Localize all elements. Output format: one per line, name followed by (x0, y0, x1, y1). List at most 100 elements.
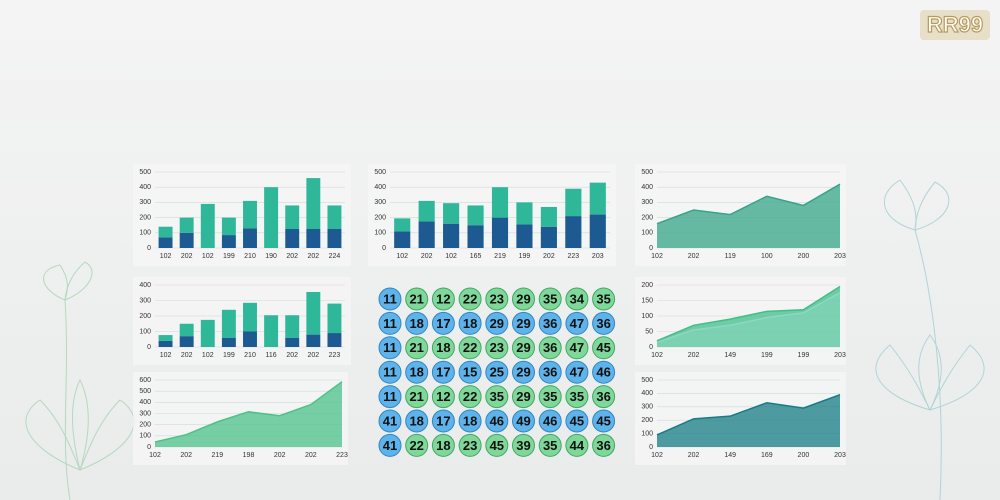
x-tick-label: 202 (421, 253, 433, 260)
line (656, 285, 841, 342)
y-tick-label: 200 (641, 417, 653, 424)
bar-segment (467, 205, 484, 226)
number-ball (592, 360, 616, 384)
number-ball (431, 287, 455, 311)
number-label: 18 (463, 413, 477, 428)
x-tick-label: 223 (567, 253, 579, 260)
x-tick-label: 202 (543, 253, 555, 260)
number-ball (378, 311, 402, 335)
y-tick-label: 400 (374, 184, 386, 191)
bar-segment (243, 331, 257, 347)
y-tick-label: 500 (641, 169, 653, 176)
number-label: 11 (383, 316, 397, 331)
line (154, 381, 343, 443)
number-ball (431, 360, 455, 384)
x-tick-label: 102 (651, 352, 663, 359)
bar-segment (565, 188, 582, 217)
x-tick-label: 210 (244, 253, 256, 260)
number-ball (485, 409, 509, 433)
bar-segment (200, 203, 215, 248)
bar-segment (418, 200, 435, 222)
y-tick-label: 0 (649, 344, 653, 351)
number-label: 41 (383, 438, 397, 453)
y-tick-label: 500 (641, 377, 653, 384)
number-label: 23 (490, 291, 504, 306)
x-tick-label: 224 (329, 253, 341, 260)
number-label: 21 (409, 291, 423, 306)
y-tick-label: 100 (139, 328, 151, 335)
number-ball (458, 409, 482, 433)
number-ball (458, 385, 482, 409)
number-label: 36 (543, 316, 557, 331)
y-tick-label: 200 (139, 313, 151, 320)
x-tick-label: 190 (265, 253, 277, 260)
bar-segment (158, 335, 173, 341)
bar-segment (443, 223, 460, 248)
x-tick-label: 102 (651, 452, 663, 459)
number-ball (485, 433, 509, 457)
number-label: 45 (596, 340, 610, 355)
number-ball (485, 311, 509, 335)
area (657, 184, 840, 248)
x-tick-label: 200 (798, 253, 810, 260)
number-label: 35 (596, 291, 610, 306)
number-ball (485, 360, 509, 384)
bar-segment (221, 235, 236, 248)
number-ball (405, 409, 429, 433)
x-tick-label: 198 (243, 452, 255, 459)
number-ball (512, 360, 535, 384)
number-ball (405, 311, 429, 335)
number-label: 35 (490, 389, 504, 404)
y-tick-label: 400 (139, 399, 151, 406)
number-ball (431, 409, 455, 433)
bar-segment (394, 218, 411, 232)
number-label: 45 (596, 413, 610, 428)
number-ball (512, 287, 535, 311)
bar-segment (243, 200, 257, 229)
number-label: 39 (516, 438, 530, 453)
bar-segment (306, 334, 321, 347)
number-label: 22 (463, 340, 477, 355)
number-ball (378, 336, 402, 360)
number-ball (565, 311, 589, 335)
bar-segment (179, 323, 194, 337)
number-ball (431, 311, 455, 335)
number-label: 11 (383, 389, 397, 404)
y-tick-label: 100 (641, 313, 653, 320)
bar-segment (285, 205, 300, 229)
number-label: 18 (436, 438, 450, 453)
number-label: 17 (436, 365, 450, 380)
number-label: 29 (490, 316, 504, 331)
logo: RR99 (927, 12, 983, 37)
number-label: 47 (570, 340, 584, 355)
bar-segment (491, 217, 509, 248)
number-ball (538, 385, 562, 409)
x-tick-label: 199 (519, 253, 531, 260)
x-tick-label: 169 (761, 452, 773, 459)
number-ball (458, 287, 482, 311)
number-ball (565, 433, 589, 457)
bar-segment (243, 302, 257, 332)
y-tick-label: 100 (641, 230, 653, 237)
number-label: 15 (463, 365, 477, 380)
x-tick-label: 102 (160, 352, 172, 359)
number-label: 41 (383, 413, 397, 428)
bar-segment (327, 205, 342, 229)
number-label: 18 (409, 365, 423, 380)
number-label: 25 (490, 365, 504, 380)
number-label: 23 (463, 438, 477, 453)
y-tick-label: 200 (374, 214, 386, 221)
y-tick-label: 200 (139, 214, 151, 221)
x-tick-label: 202 (274, 452, 286, 459)
number-ball (512, 385, 535, 409)
number-label: 23 (490, 340, 504, 355)
y-tick-label: 100 (139, 433, 151, 440)
number-ball (538, 433, 562, 457)
x-tick-label: 223 (336, 452, 348, 459)
number-label: 11 (383, 365, 397, 380)
y-tick-label: 0 (649, 245, 653, 252)
number-ball (405, 336, 429, 360)
y-tick-label: 0 (147, 444, 151, 451)
number-ball (485, 287, 509, 311)
number-ball (485, 385, 509, 409)
